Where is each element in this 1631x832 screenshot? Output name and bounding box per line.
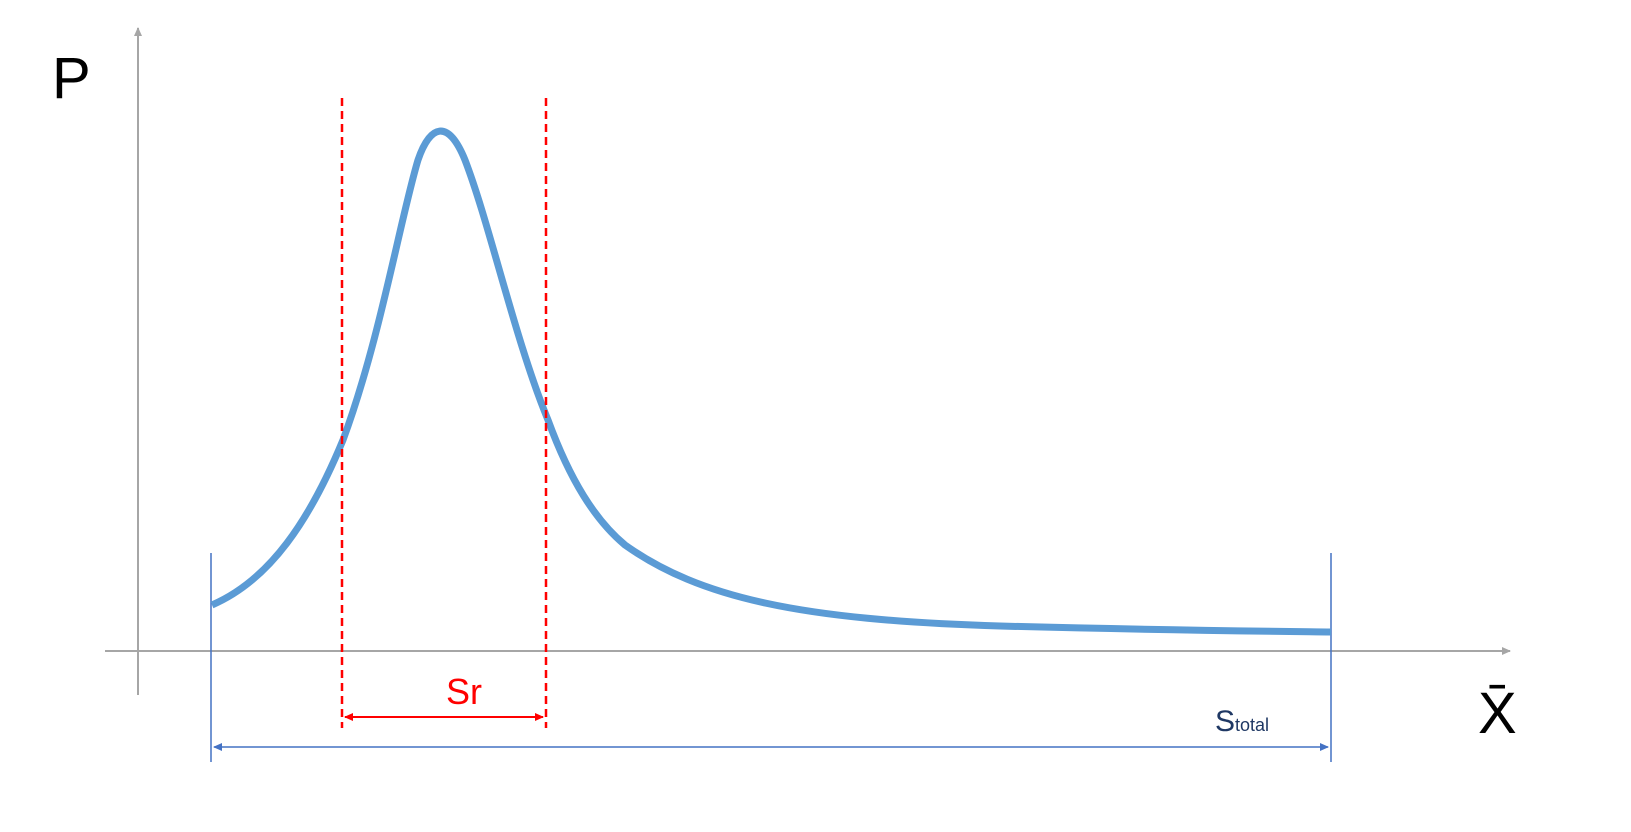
y-axis-label: P xyxy=(52,46,91,111)
stotal-label-subscript: total xyxy=(1235,715,1269,735)
stotal-label: Stotal xyxy=(1215,705,1269,738)
sr-label: Sr xyxy=(446,671,482,712)
x-axis-label: X̄ xyxy=(1478,681,1517,746)
stotal-label-base: S xyxy=(1215,705,1235,738)
distribution-curve xyxy=(210,127,1332,636)
